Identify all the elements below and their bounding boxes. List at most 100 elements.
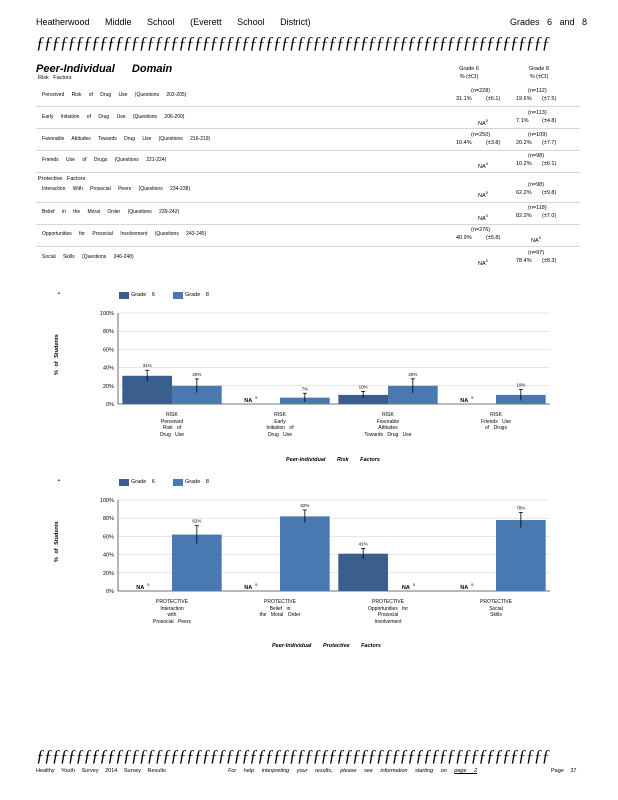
top-rule: ƒƒƒƒƒƒƒƒƒƒƒƒƒƒƒƒƒƒƒƒƒƒƒƒƒƒƒƒƒƒƒƒƒƒƒƒƒƒƒƒ… [36,33,550,52]
row-divider [36,128,580,129]
category-label-line: Skills [490,612,502,618]
na-footnote-marker: 5 [485,258,488,263]
footer-survey-name: Healthy Youth Survey 2014 Survey Results [36,768,166,774]
category-label-line: Risk of [162,425,182,431]
grade6-ci: (±5.8) [486,235,501,241]
category-label: PROTECTIVE Social Skills [461,599,531,619]
row-divider [36,202,580,203]
grade8-sample-size: (n=98) [528,182,545,188]
factor-row-label: Interaction With Prosocial Peers (Questi… [42,186,191,192]
factor-row-label: Perceived Risk of Drug Use (Questions 20… [42,92,187,98]
grade8-value: 7.1% [516,118,529,124]
grade6-sample-size: (n=276) [471,227,491,233]
grade8-column-header: Grade 8 % (±CI) [514,65,564,81]
y-tick-label: 40% [103,366,114,372]
grade6-sample-size: (n=228) [471,88,491,94]
category-label: PROTECTIVE Belief in the Moral Order [245,599,315,619]
grade8-bar [388,385,438,404]
na-footnote-marker: 5 [413,582,416,587]
chart2-legend-grade6: Grade 6 [131,479,155,485]
section-title: Peer-Individual Domain [36,63,173,75]
grade8-ci: (±7.0) [542,213,557,219]
factor-row-label: Belief in the Moral Order (Questions 239… [42,209,180,215]
na-footnote-marker: 5 [485,190,488,195]
category-label-line: Perceived [160,418,184,425]
na-footnote-marker: 5 [538,235,541,240]
y-tick-label: 0% [106,402,114,408]
category-label-line: Prosocial Peers [152,618,191,625]
grade8-value: 10.2% [516,161,532,167]
category-label-line: Social [489,605,503,612]
chart1-legend-grade8: Grade 8 [185,292,209,298]
bar-value-label: 31% [143,363,152,368]
grade6-ci: (±6.1) [486,96,501,102]
chart2-legend-swatch-grade8 [173,479,183,486]
y-tick-label: 80% [103,516,114,522]
grade8-bar [172,534,222,591]
category-label-line: Favorable [376,418,400,425]
factor-row-label: Early Initiation of Drug Use (Questions … [42,114,185,120]
footer-help-text: For help interpreting your results, plea… [228,768,477,774]
y-tick-label: 20% [103,571,114,577]
grade8-ci: (±7.5) [542,96,557,102]
grades-header: Grades 6 and 8 [510,17,588,27]
grade8-bar [172,385,222,404]
risk-factors-label: Risk Factors [38,75,72,81]
category-label-line: Friends Use [481,418,511,425]
chart1-legend-grade6: Grade 6 [131,292,155,298]
row-divider [36,106,580,107]
grade8-ci: (±7.7) [542,140,557,146]
grade8-value: 78.4% [516,258,532,264]
grade6-value: NA5 [478,161,488,170]
grade8-sample-size: (n=98) [528,153,545,159]
na-footnote-marker: 5 [255,395,258,400]
category-label-line: Attitudes [378,425,398,431]
grade6-sample-size: (n=250) [471,132,491,138]
chart2-legend-swatch-grade6 [119,479,129,486]
row-divider [36,246,580,247]
grade6-label: Grade 6 [459,66,479,72]
category-label-line: Opportunities for [368,605,408,612]
category-label: RISK Favorable Attitudes Towards Drug Use [353,412,423,438]
bar-value-label: 20% [408,372,417,377]
factor-row-label: Friends Use of Drugs (Questions 221-224) [42,157,167,163]
grade6-value: NA5 [478,190,488,199]
category-label-line: Drug Use [159,431,185,438]
chart1-y-axis-label: % of Students [54,334,60,375]
y-tick-label: 60% [103,347,114,353]
category-label-line: with [167,612,177,618]
grade8-sample-size: (n=118) [528,205,547,211]
factor-row-label: Social Skills (Questions 246-248) [42,254,134,260]
chart2-legend-grade8: Grade 8 [185,479,209,485]
grade6-value: NA5 [478,118,488,127]
category-label-line: Initiation of [266,425,294,431]
y-tick-label: 60% [103,534,114,540]
footer-page-number: Page 37 [551,768,577,774]
category-label-line: PROTECTIVE [480,599,512,605]
factor-row-label: Favorable Attitudes Towards Drug Use (Qu… [42,136,211,142]
na-footnote-marker: 5 [485,161,488,166]
grade6-value: NA5 [478,213,488,222]
chart2-title: Peer-Individual Protective Factors [272,643,381,649]
grade8-sample-size: (n=112) [528,88,547,94]
chart1-legend-swatch-grade8 [173,292,183,299]
category-label: RISK Early Initiation of Drug Use [245,412,315,438]
na-label: NA [460,398,468,404]
grade6-unit: % (±CI) [459,74,479,80]
category-label-line: RISK [166,412,178,418]
category-label-line: RISK [382,412,394,418]
grade6-value: 40.9% [456,235,472,241]
category-label-line: the Moral Order [259,612,301,618]
bar-value-label: 82% [300,503,309,508]
category-label-line: Drug Use [267,431,293,438]
na-footnote-marker: 5 [147,582,150,587]
y-tick-label: 20% [103,384,114,390]
bar-value-label: 62% [192,519,201,524]
category-label-line: Early [274,418,286,425]
na-footnote-marker: 5 [471,395,474,400]
na-footnote-marker: 5 [255,582,258,587]
row-divider [36,172,580,173]
footer-page-link[interactable]: page 2 [454,768,478,774]
na-label: NA [136,585,144,591]
